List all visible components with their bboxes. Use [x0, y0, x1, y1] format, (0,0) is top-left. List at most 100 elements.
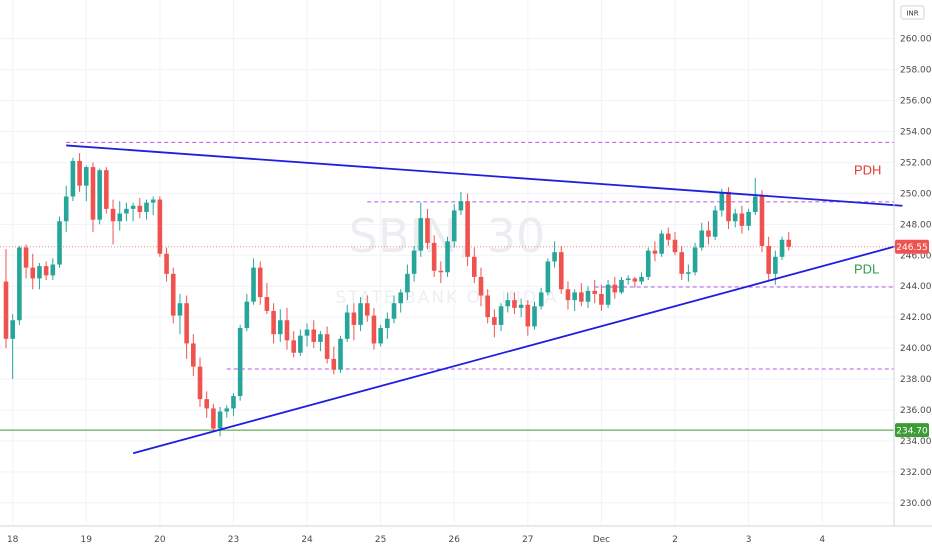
- price-tick: 244.00: [900, 282, 932, 292]
- time-tick: 20: [154, 535, 166, 545]
- candle-body: [498, 306, 504, 325]
- price-axis[interactable]: 230.00 232.00 234.00 236.00 238.00 240.00 242.…: [893, 0, 932, 526]
- candle-body: [405, 273, 410, 293]
- candle-body: [518, 304, 524, 308]
- candle-body: [752, 196, 758, 212]
- candles: [3, 153, 792, 437]
- candle-body: [318, 334, 323, 342]
- time-tick: 25: [375, 535, 386, 545]
- candle-body: [451, 210, 457, 242]
- currency-badge: INR: [900, 5, 925, 20]
- candle-body: [10, 320, 15, 339]
- candle-body: [699, 230, 705, 248]
- trendlines: [66, 144, 903, 455]
- candle-body: [485, 295, 490, 318]
- trendline: [66, 144, 903, 207]
- price-tags: 246.55 234.70: [895, 239, 929, 438]
- time-tick: 19: [81, 535, 93, 545]
- candle-body: [211, 408, 216, 429]
- candle-body: [478, 276, 484, 296]
- candle-body: [157, 199, 163, 254]
- annotation-pdh: PDH: [854, 163, 881, 178]
- level-price-tag: 234.70: [896, 426, 928, 436]
- candle-body: [431, 242, 437, 271]
- candle-body: [170, 273, 176, 316]
- time-tick: 18: [7, 535, 19, 545]
- candle-body: [264, 297, 270, 311]
- candle-body: [137, 205, 143, 212]
- candle-body: [632, 278, 638, 282]
- candle-body: [472, 256, 477, 277]
- candle-body: [57, 221, 62, 265]
- candle-body: [371, 315, 377, 344]
- candle-body: [77, 160, 82, 186]
- watermark-name: STATE BANK OF INDIA: [335, 288, 558, 308]
- candle-body: [458, 201, 464, 211]
- candle-body: [391, 303, 397, 319]
- candle-body: [425, 218, 430, 243]
- candle-body: [619, 280, 624, 293]
- candle-body: [358, 303, 363, 325]
- candle-body: [364, 303, 370, 316]
- candle-body: [237, 327, 243, 397]
- candle-body: [130, 205, 136, 209]
- price-tick: 236.00: [900, 406, 932, 416]
- candle-body: [385, 318, 390, 328]
- candle-body: [565, 289, 571, 301]
- price-tick: 234.00: [900, 437, 932, 447]
- candle-body: [726, 191, 731, 222]
- currency-label: INR: [906, 10, 918, 18]
- price-tick: 250.00: [900, 189, 932, 199]
- candle-body: [492, 317, 497, 325]
- candle-body: [197, 366, 203, 400]
- candle-body: [144, 202, 149, 212]
- candle-body: [692, 247, 698, 273]
- candle-body: [652, 250, 658, 254]
- price-tick: 248.00: [900, 220, 932, 230]
- candle-body: [50, 264, 56, 276]
- candle-body: [438, 270, 444, 273]
- candle-body: [739, 213, 745, 226]
- candle-body: [779, 239, 785, 257]
- annotations: PDH PDL: [854, 163, 881, 277]
- candle-body: [83, 167, 89, 186]
- candle-body: [545, 261, 551, 293]
- candle-body: [124, 208, 129, 214]
- price-tick: 254.00: [900, 128, 932, 138]
- candle-body: [645, 250, 651, 277]
- candle-body: [117, 213, 123, 222]
- candle-body: [291, 340, 296, 353]
- time-axis[interactable]: 18 19 20 23 24 25 26 27 Dec 2 3 4: [0, 525, 932, 545]
- candle-body: [30, 267, 36, 279]
- trendline: [132, 243, 903, 455]
- price-tick: 232.00: [900, 468, 932, 478]
- candle-body: [398, 292, 404, 304]
- candle-body: [37, 266, 42, 279]
- candle-body: [666, 233, 671, 240]
- time-tick: 26: [449, 535, 461, 545]
- candle-body: [344, 312, 350, 339]
- time-tick: 24: [301, 535, 313, 545]
- last-price-tag: 246.55: [896, 243, 928, 253]
- candle-body: [204, 399, 209, 409]
- symbol-watermark: SBIN, 30 STATE BANK OF INDIA: [335, 209, 558, 308]
- candle-body: [659, 233, 664, 254]
- candle-body: [746, 211, 751, 226]
- candle-body: [304, 329, 310, 336]
- candle-body: [43, 266, 49, 276]
- candle-body: [217, 411, 223, 429]
- price-tick: 256.00: [900, 97, 932, 107]
- candle-body: [177, 303, 183, 316]
- candle-body: [572, 292, 577, 301]
- candle-body: [712, 210, 718, 237]
- candle-body: [311, 329, 317, 342]
- price-tick: 246.00: [900, 251, 932, 261]
- candle-body: [257, 267, 263, 298]
- price-tick: 230.00: [900, 499, 932, 509]
- price-tick: 242.00: [900, 313, 932, 323]
- candle-body: [558, 252, 564, 290]
- candle-body: [706, 230, 711, 237]
- candle-body: [378, 327, 383, 344]
- candle-body: [612, 284, 618, 293]
- candle-body: [63, 196, 69, 222]
